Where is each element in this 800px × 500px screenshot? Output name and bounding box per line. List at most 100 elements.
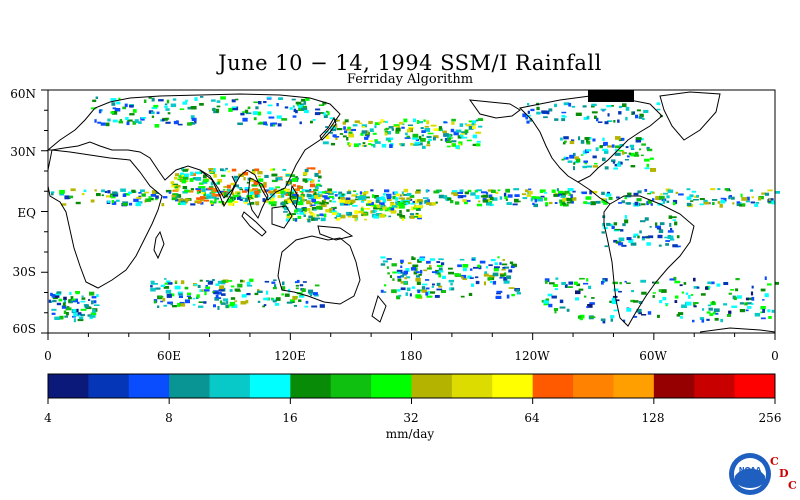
- rain-cell: [545, 280, 548, 284]
- rain-cell: [227, 188, 231, 192]
- rain-cell: [278, 97, 283, 100]
- rain-cell: [494, 262, 498, 266]
- rain-cell: [164, 103, 168, 106]
- rain-cell: [592, 190, 598, 194]
- rain-cell: [649, 157, 654, 160]
- rain-cell: [287, 215, 294, 217]
- rain-cell: [647, 311, 652, 315]
- rain-cell: [343, 126, 346, 130]
- rain-cell: [316, 214, 320, 217]
- rain-cell: [563, 102, 570, 106]
- rain-cell: [532, 202, 535, 205]
- rain-cell: [101, 189, 105, 193]
- rain-cell: [536, 111, 541, 115]
- rain-cell: [419, 256, 426, 259]
- rain-cell: [601, 231, 605, 234]
- rain-cell: [138, 192, 142, 194]
- rain-cell: [601, 199, 605, 203]
- rain-cell: [570, 201, 574, 204]
- rain-cell: [313, 292, 318, 296]
- rain-cell: [469, 268, 473, 271]
- rain-cell: [360, 132, 364, 136]
- rain-cell: [676, 314, 681, 317]
- rain-cell: [602, 157, 606, 162]
- rain-cell: [448, 279, 454, 283]
- rain-cell: [70, 296, 74, 300]
- rain-cell: [97, 121, 102, 124]
- rain-cell: [213, 110, 219, 114]
- rain-cell: [294, 281, 299, 284]
- rain-cell: [411, 256, 414, 260]
- rain-cell: [561, 118, 566, 122]
- rain-cell: [674, 300, 678, 303]
- rain-cell: [685, 301, 692, 306]
- rain-cell: [267, 111, 272, 115]
- rain-cell: [216, 105, 221, 108]
- rain-cell: [642, 236, 648, 239]
- rain-cell: [415, 294, 422, 299]
- rain-cell: [199, 103, 204, 106]
- rain-cell: [235, 98, 239, 101]
- rain-cell: [563, 136, 569, 140]
- rain-cell: [390, 137, 394, 140]
- rain-cell: [305, 300, 309, 304]
- rain-cell: [107, 200, 110, 203]
- rain-cell: [288, 212, 292, 217]
- rain-cell: [158, 99, 164, 102]
- rain-cell: [349, 143, 353, 146]
- rain-cell: [243, 177, 246, 181]
- rain-cell: [171, 194, 176, 197]
- rain-cell: [754, 312, 761, 317]
- rain-cell: [530, 197, 533, 202]
- rain-cell: [220, 96, 226, 100]
- rain-cell: [666, 195, 670, 199]
- rain-cell: [301, 189, 305, 192]
- rain-cell: [165, 289, 172, 294]
- rain-cell: [151, 111, 155, 115]
- rain-cell: [582, 105, 587, 108]
- rain-cell: [251, 184, 258, 187]
- rain-cell: [487, 277, 493, 281]
- rain-cell: [95, 96, 99, 99]
- coastline-madagascar: [153, 230, 165, 260]
- rain-cell: [182, 176, 189, 180]
- rain-cell: [450, 200, 454, 204]
- rain-cell: [313, 189, 319, 192]
- rain-cell: [619, 282, 622, 285]
- rain-cell: [564, 284, 568, 288]
- rain-cell: [741, 203, 746, 207]
- rain-cell: [702, 308, 705, 311]
- rain-cell: [178, 293, 183, 296]
- rain-cell: [180, 172, 184, 176]
- rain-cell: [226, 301, 229, 304]
- rain-cell: [327, 188, 333, 192]
- rain-cell: [622, 103, 627, 108]
- map-subtitle: Ferriday Algorithm: [346, 72, 474, 87]
- rain-cell: [507, 194, 513, 198]
- rain-cell: [237, 196, 242, 200]
- rain-cell: [575, 158, 581, 160]
- rain-cell: [231, 106, 237, 108]
- rain-cell: [461, 274, 467, 279]
- rain-cell: [237, 192, 240, 195]
- rain-cell: [310, 204, 316, 207]
- rain-cell: [213, 168, 216, 172]
- rain-cell: [226, 280, 233, 282]
- rain-cell: [364, 136, 369, 140]
- rain-cell: [457, 135, 464, 139]
- rain-cell: [616, 299, 620, 302]
- rain-cell: [342, 135, 347, 138]
- rain-cell: [674, 221, 678, 226]
- rain-cell: [416, 214, 422, 218]
- rain-cell: [683, 282, 687, 285]
- rain-cell: [412, 133, 419, 138]
- rain-cell: [594, 162, 598, 165]
- rain-cell: [210, 181, 214, 186]
- rain-cell: [400, 281, 404, 284]
- rain-cell: [714, 317, 719, 321]
- rain-cell: [438, 126, 443, 130]
- rain-cell: [221, 192, 224, 196]
- coastline-india: [199, 169, 237, 208]
- rain-cell: [582, 165, 587, 169]
- rain-cell: [298, 299, 302, 302]
